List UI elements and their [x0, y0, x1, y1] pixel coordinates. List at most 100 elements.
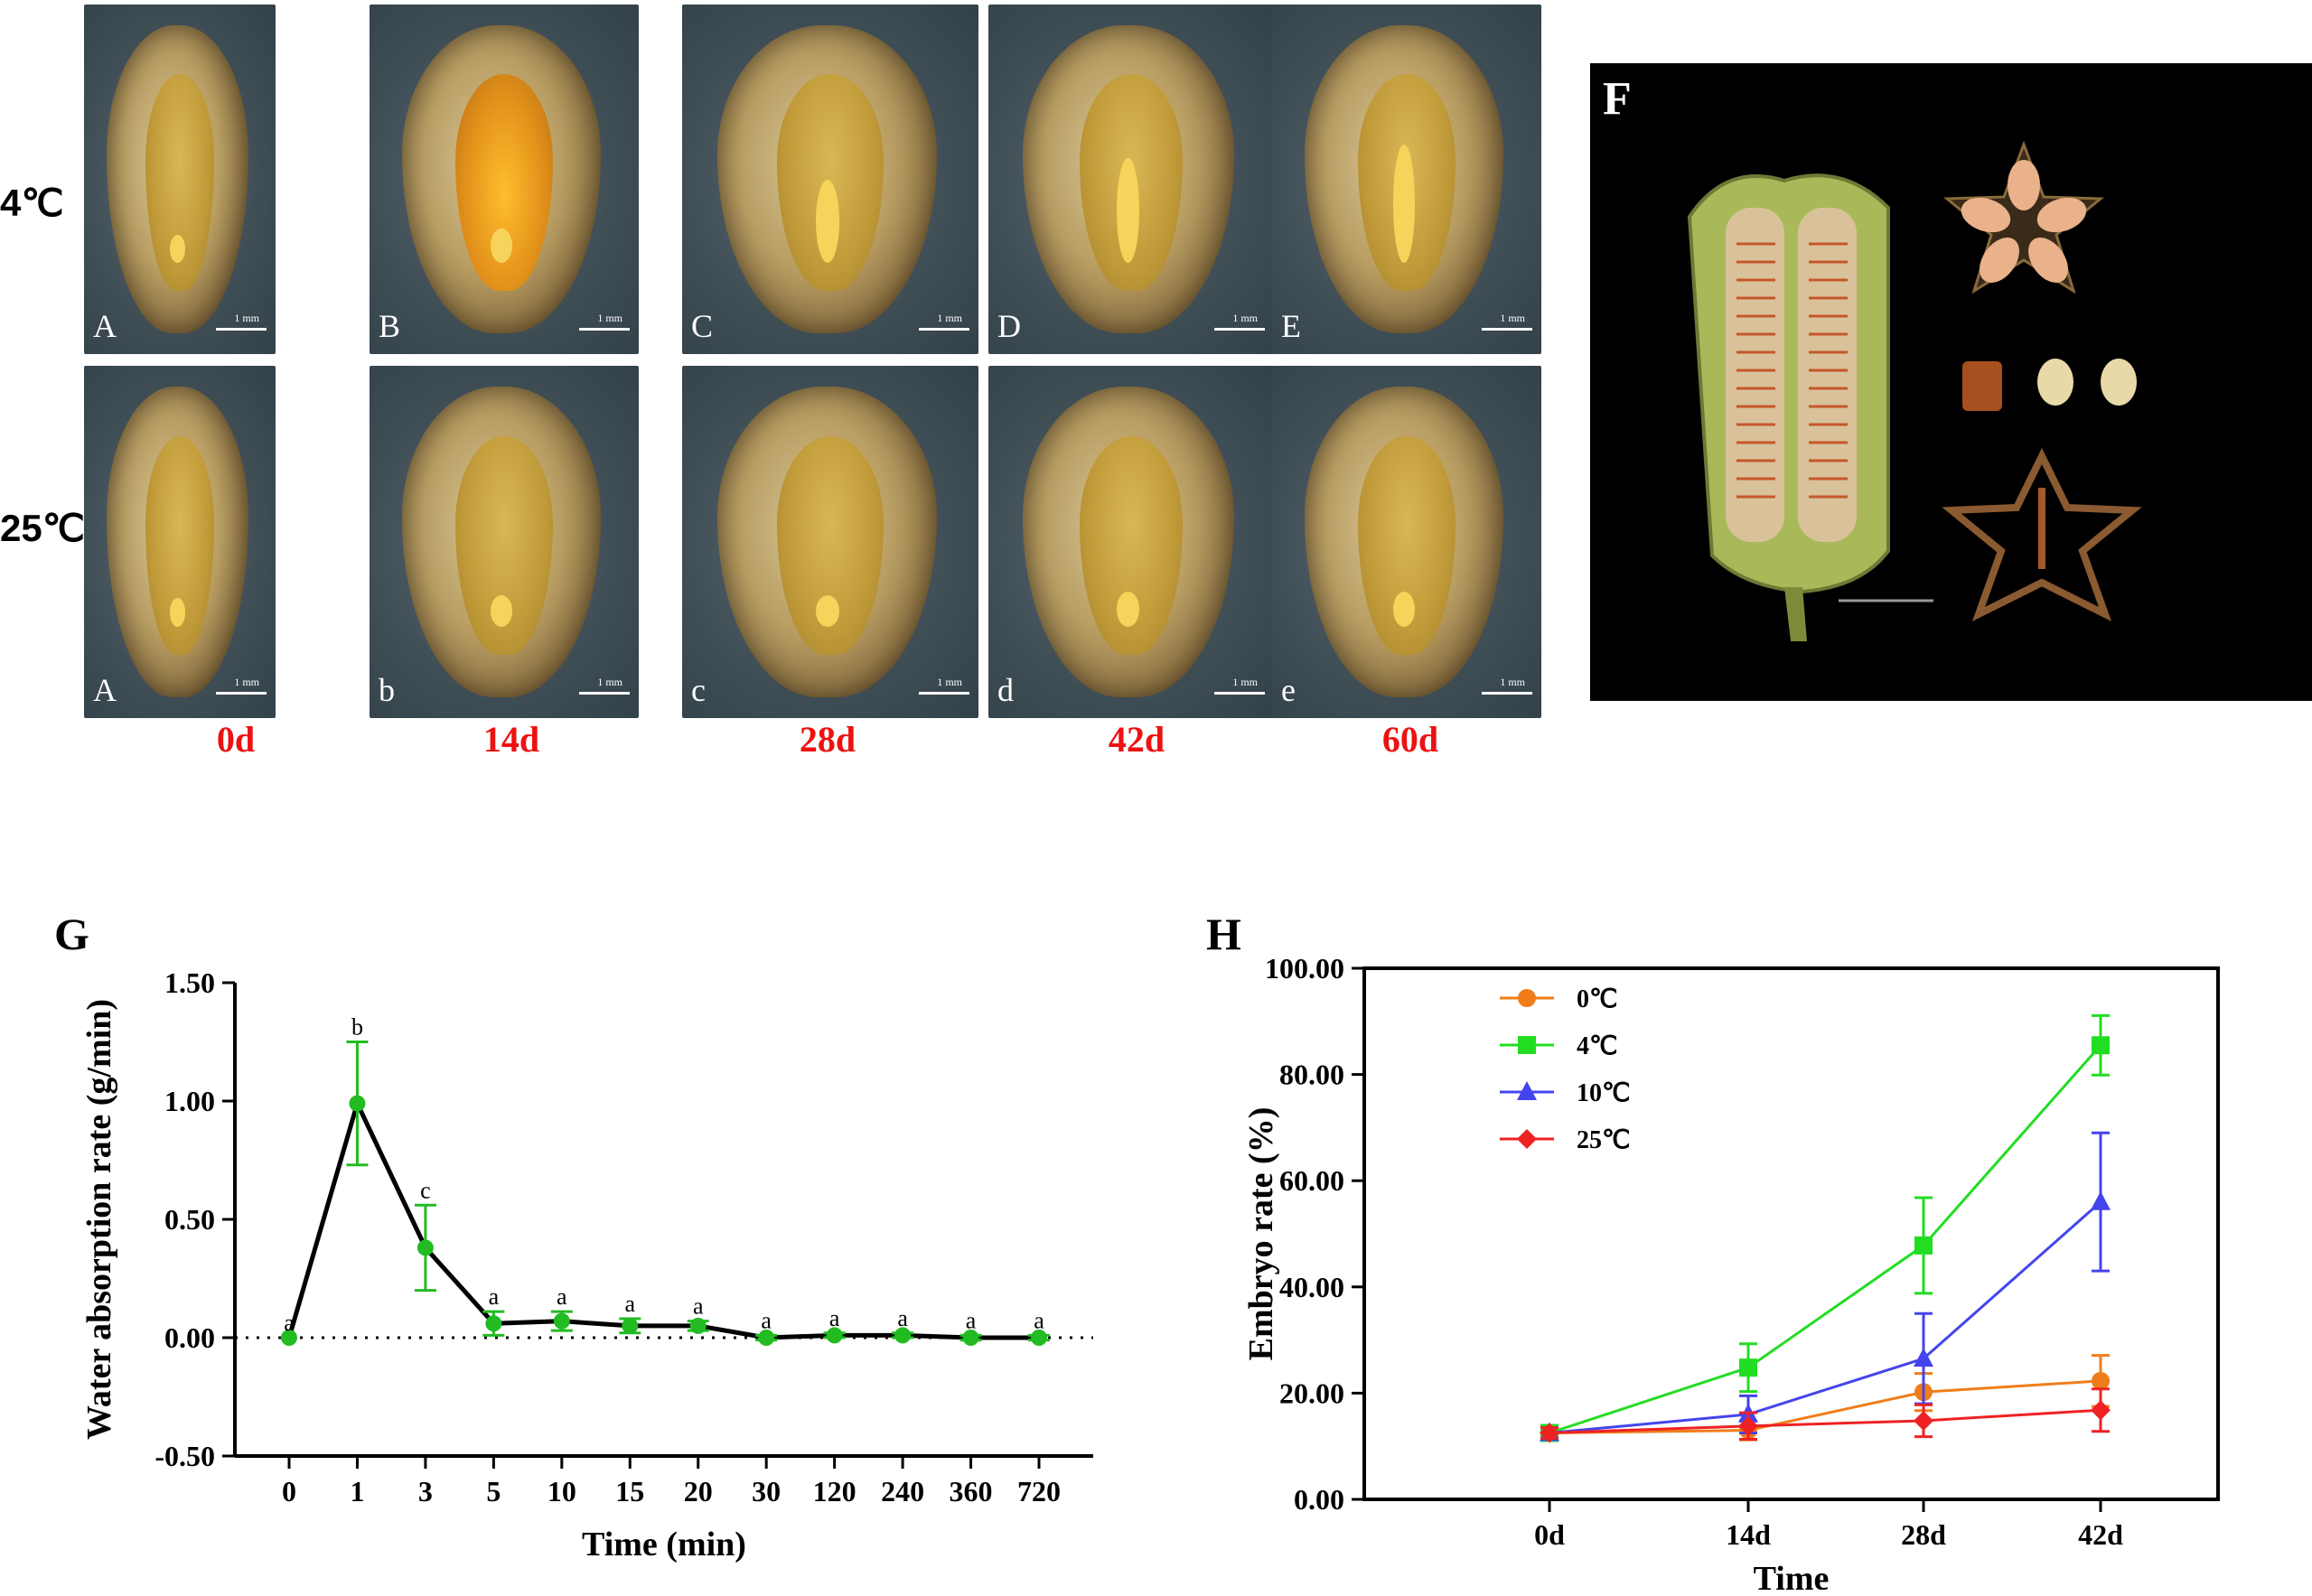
significance-label: a	[829, 1305, 840, 1331]
seed-stack	[1962, 361, 2002, 411]
data-point	[689, 1317, 707, 1334]
seed-photo-top-4: E 1 mm	[1272, 5, 1541, 354]
scale-label: 1 mm	[597, 676, 622, 688]
x-tick-label: 30	[752, 1475, 781, 1507]
photo-letter: D	[997, 308, 1021, 344]
seed-photo-bottom-2: c 1 mm	[682, 366, 978, 718]
significance-label: a	[693, 1293, 704, 1320]
y-tick-label: 0.00	[1294, 1483, 1344, 1516]
data-point	[281, 1330, 297, 1346]
photo-letter: C	[691, 308, 714, 344]
significance-label: a	[897, 1305, 908, 1331]
seed-embryo	[170, 598, 186, 627]
data-point	[1540, 1423, 1559, 1443]
x-tick-label: 3	[418, 1475, 433, 1507]
data-point	[553, 1312, 570, 1330]
row-label-25c: 25℃	[0, 507, 85, 549]
legend-label: 0℃	[1577, 985, 1617, 1013]
scale-label: 1 mm	[597, 312, 622, 324]
photo-letter: A	[93, 672, 117, 708]
data-point	[2092, 1371, 2110, 1390]
seed-photo-top-0: A 1 mm	[84, 5, 276, 354]
seed-photo-top-3: D 1 mm	[988, 5, 1274, 354]
x-tick-label: 42d	[2078, 1518, 2123, 1551]
panel-letter-h: H	[1206, 909, 1241, 959]
seed-embryo	[170, 235, 186, 264]
scale-label: 1 mm	[1500, 312, 1525, 324]
y-tick-label: 80.00	[1279, 1059, 1344, 1091]
scale-bar	[919, 328, 969, 331]
scale-label: 1 mm	[1500, 676, 1525, 688]
x-tick-label: 14d	[1726, 1518, 1771, 1551]
legend-label: 25℃	[1577, 1126, 1630, 1154]
seed-single-left	[2037, 359, 2073, 406]
fruit-locule-right	[1798, 208, 1857, 542]
data-point	[894, 1327, 912, 1344]
significance-label: a	[966, 1307, 977, 1333]
series-line	[1549, 1044, 2102, 1434]
plot-frame	[1362, 966, 2220, 1501]
photo-letter: A	[93, 308, 117, 344]
panel-letter-g: G	[54, 909, 89, 959]
x-tick-label: 5	[486, 1475, 501, 1507]
scale-bar	[1482, 692, 1532, 695]
chart-h-embryo-rate: 0.00 20.00 40.00 60.00 80.00 100.00 0d 14d 28d 42…	[1242, 952, 2220, 1590]
scale-label: 1 mm	[1232, 676, 1258, 688]
data-point	[826, 1327, 843, 1344]
photo-letter: B	[379, 308, 401, 344]
x-tick-label: 10	[548, 1475, 576, 1507]
scale-bar	[579, 692, 630, 695]
scale-label: 1 mm	[937, 312, 962, 324]
fruit-body	[1687, 173, 1890, 594]
significance-label: a	[284, 1310, 295, 1336]
data-point	[2091, 1190, 2111, 1210]
y-tick-label: 40.00	[1279, 1271, 1344, 1303]
x-tick-label: 15	[615, 1475, 644, 1507]
data-point	[622, 1317, 639, 1334]
significance-label: a	[624, 1291, 635, 1317]
scale-label: 1 mm	[234, 676, 259, 688]
x-tick-label: 0d	[1534, 1518, 1565, 1551]
empty-capsule	[1942, 447, 2142, 622]
fruit-photo-panel: F	[1590, 63, 2312, 701]
x-tick-label: 1	[350, 1475, 364, 1507]
y-tick-label: 1.00	[164, 1085, 215, 1117]
row-label-4c: 4℃	[0, 182, 64, 224]
seed-embryo	[491, 594, 512, 627]
x-tick-label: 120	[813, 1475, 856, 1507]
seed-embryo	[1393, 144, 1415, 264]
data-point	[1739, 1358, 1757, 1377]
significance-label: a	[489, 1283, 500, 1310]
y-axis-label: Embryo rate (%)	[1242, 1107, 1280, 1361]
scale-bar	[579, 328, 630, 331]
photo-letter: e	[1281, 672, 1296, 708]
data-point	[758, 1330, 775, 1346]
y-tick-label: 0.50	[164, 1203, 215, 1236]
legend-marker	[1518, 1036, 1536, 1054]
seed-photo-bottom-4: e 1 mm	[1272, 366, 1541, 718]
day-label-28d: 28d	[799, 719, 856, 760]
x-tick-label: 240	[881, 1475, 924, 1507]
fruit-seeds-stack	[1736, 242, 1848, 499]
significance-label: c	[420, 1177, 431, 1203]
seed-embryo	[815, 594, 839, 627]
x-axis-label: Time (min)	[582, 1526, 746, 1563]
legend-label: 10℃	[1577, 1079, 1630, 1107]
scale-label: 1 mm	[234, 312, 259, 324]
scale-bar	[1214, 692, 1265, 695]
y-tick-label: 20.00	[1279, 1377, 1344, 1409]
significance-label: a	[1034, 1307, 1044, 1333]
legend-label: 4℃	[1577, 1032, 1617, 1060]
legend-marker	[1518, 989, 1536, 1007]
fruit-locule-left	[1726, 208, 1784, 542]
y-tick-label: 60.00	[1279, 1164, 1344, 1197]
data-point	[417, 1239, 434, 1256]
fruit-cross-section	[1942, 140, 2105, 294]
photo-letter: d	[997, 672, 1014, 708]
chart-g-water-absorption: -0.50 0.00 0.50 1.00 1.50 0 1 3 5 10 15 20 30 120 240 3…	[80, 966, 1093, 1563]
data-point	[1031, 1330, 1047, 1346]
seed-embryo	[491, 228, 512, 264]
y-axis-label: Water absorption rate (g/min)	[80, 999, 118, 1440]
data-point	[2092, 1036, 2110, 1055]
y-tick-label: 0.00	[164, 1321, 215, 1354]
